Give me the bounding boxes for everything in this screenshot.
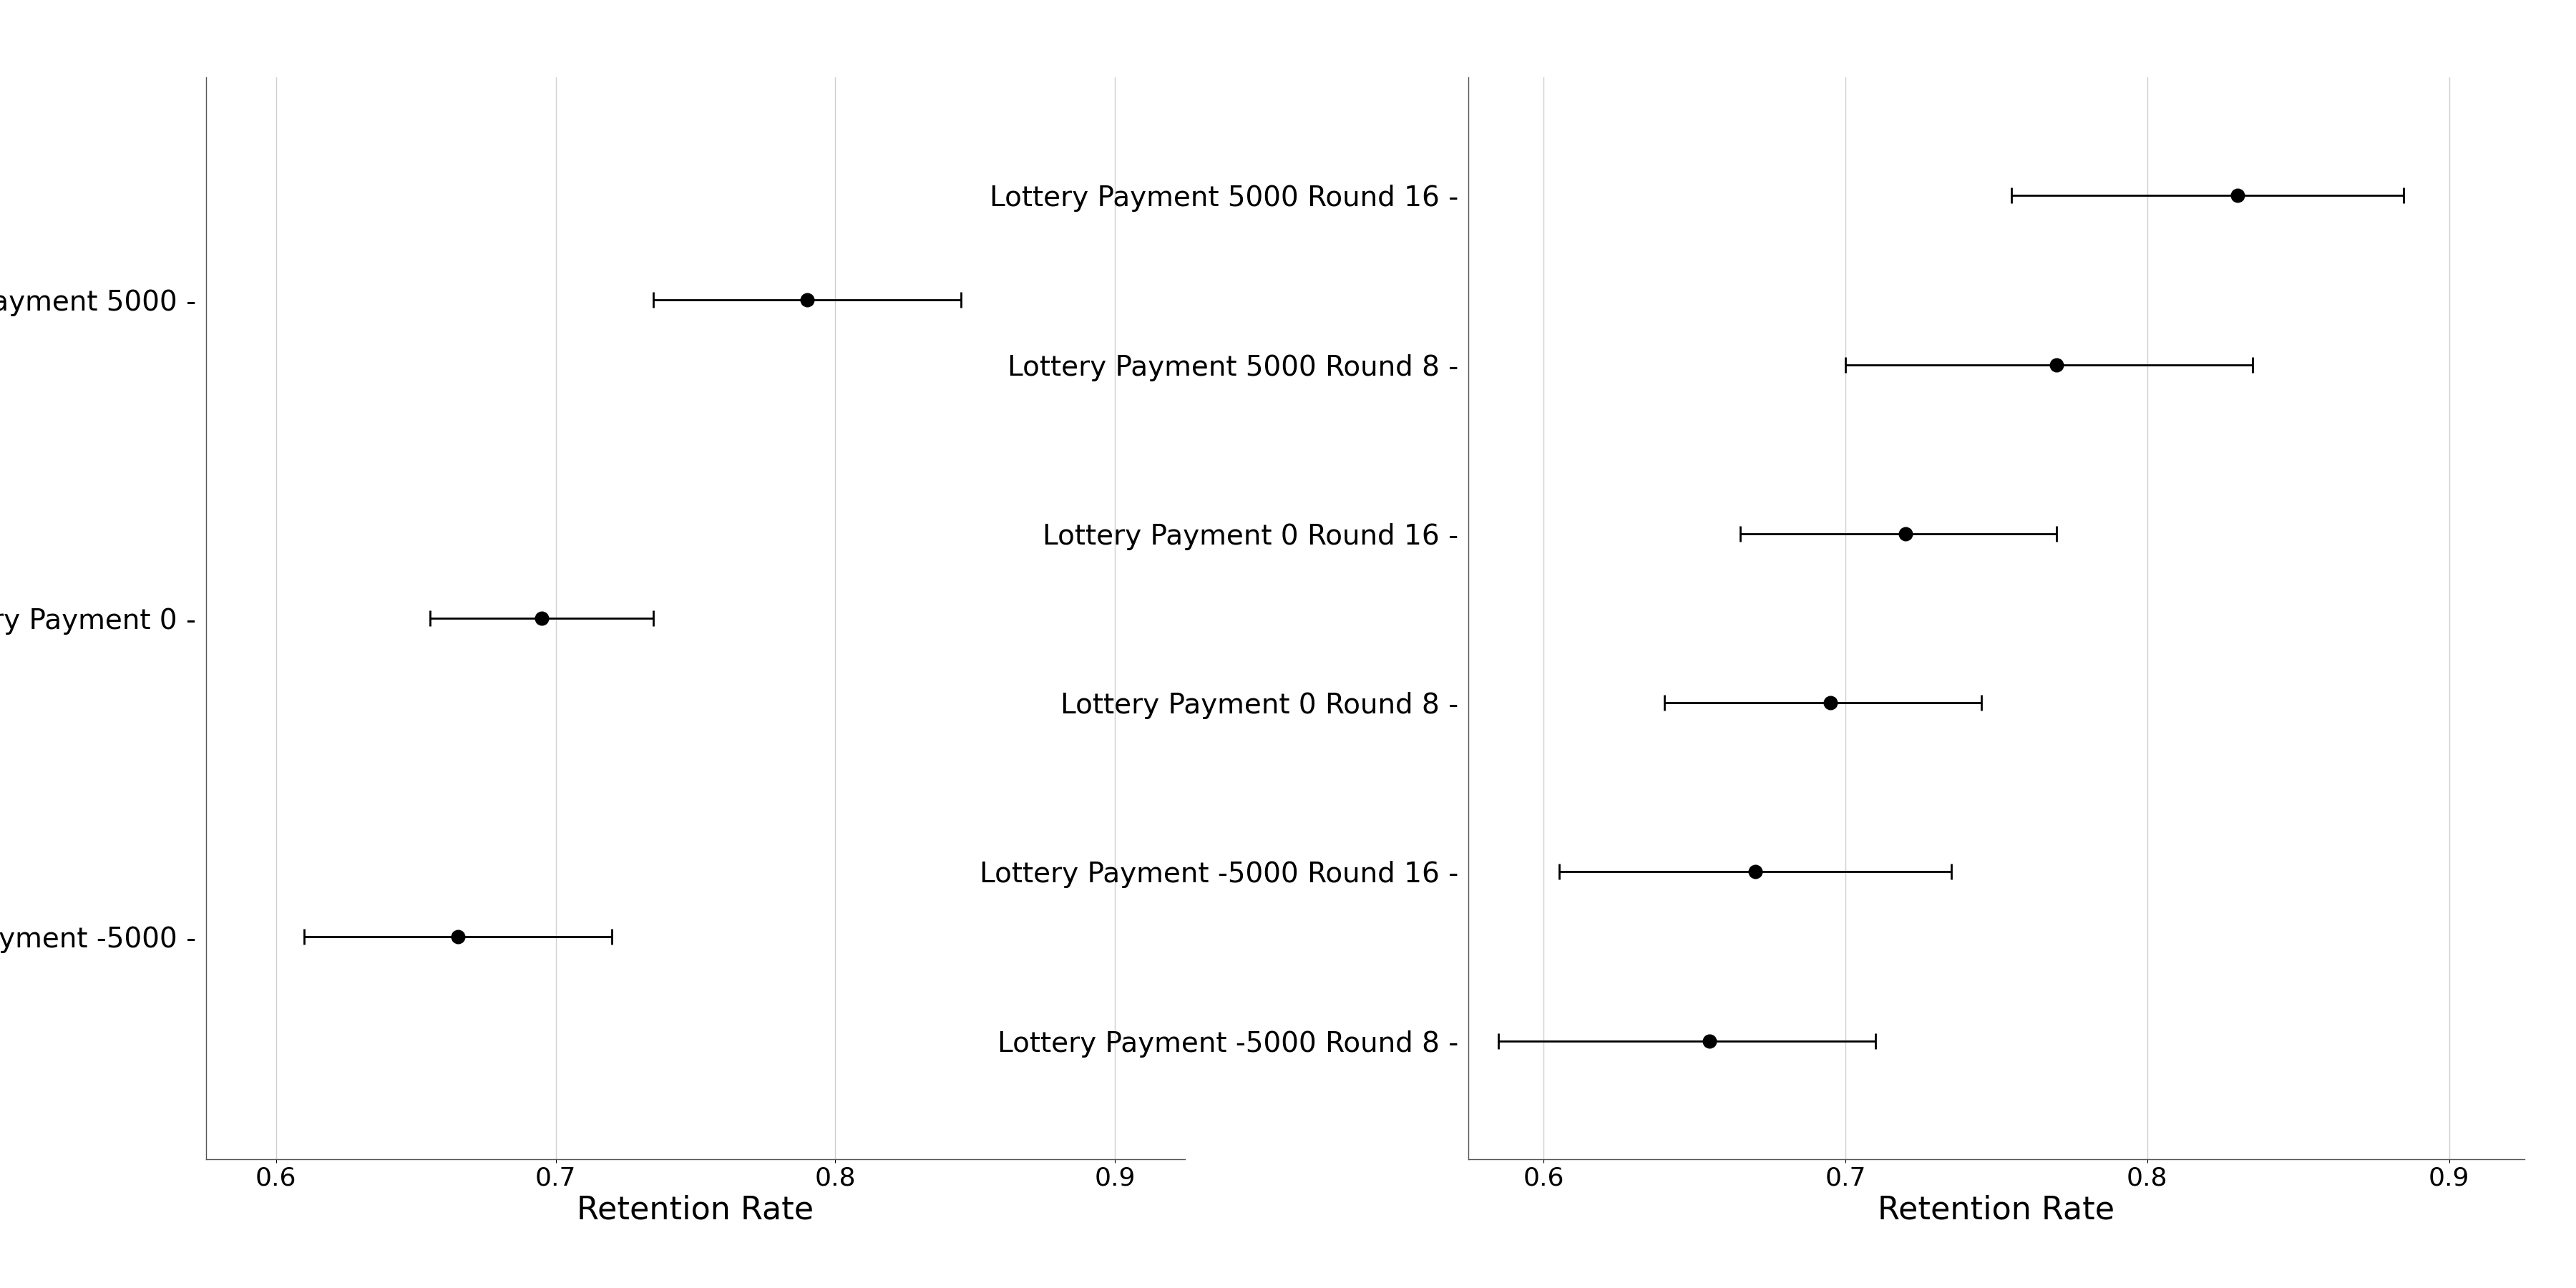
Point bbox=[1690, 1030, 1731, 1051]
Point bbox=[2035, 354, 2076, 375]
Point bbox=[438, 926, 479, 947]
X-axis label: Retention Rate: Retention Rate bbox=[1878, 1194, 2115, 1225]
Point bbox=[1811, 693, 1852, 714]
Point bbox=[786, 290, 827, 310]
Point bbox=[1886, 523, 1927, 544]
X-axis label: Retention Rate: Retention Rate bbox=[577, 1194, 814, 1225]
Point bbox=[2218, 185, 2259, 206]
Point bbox=[1734, 862, 1775, 882]
Point bbox=[520, 608, 562, 629]
